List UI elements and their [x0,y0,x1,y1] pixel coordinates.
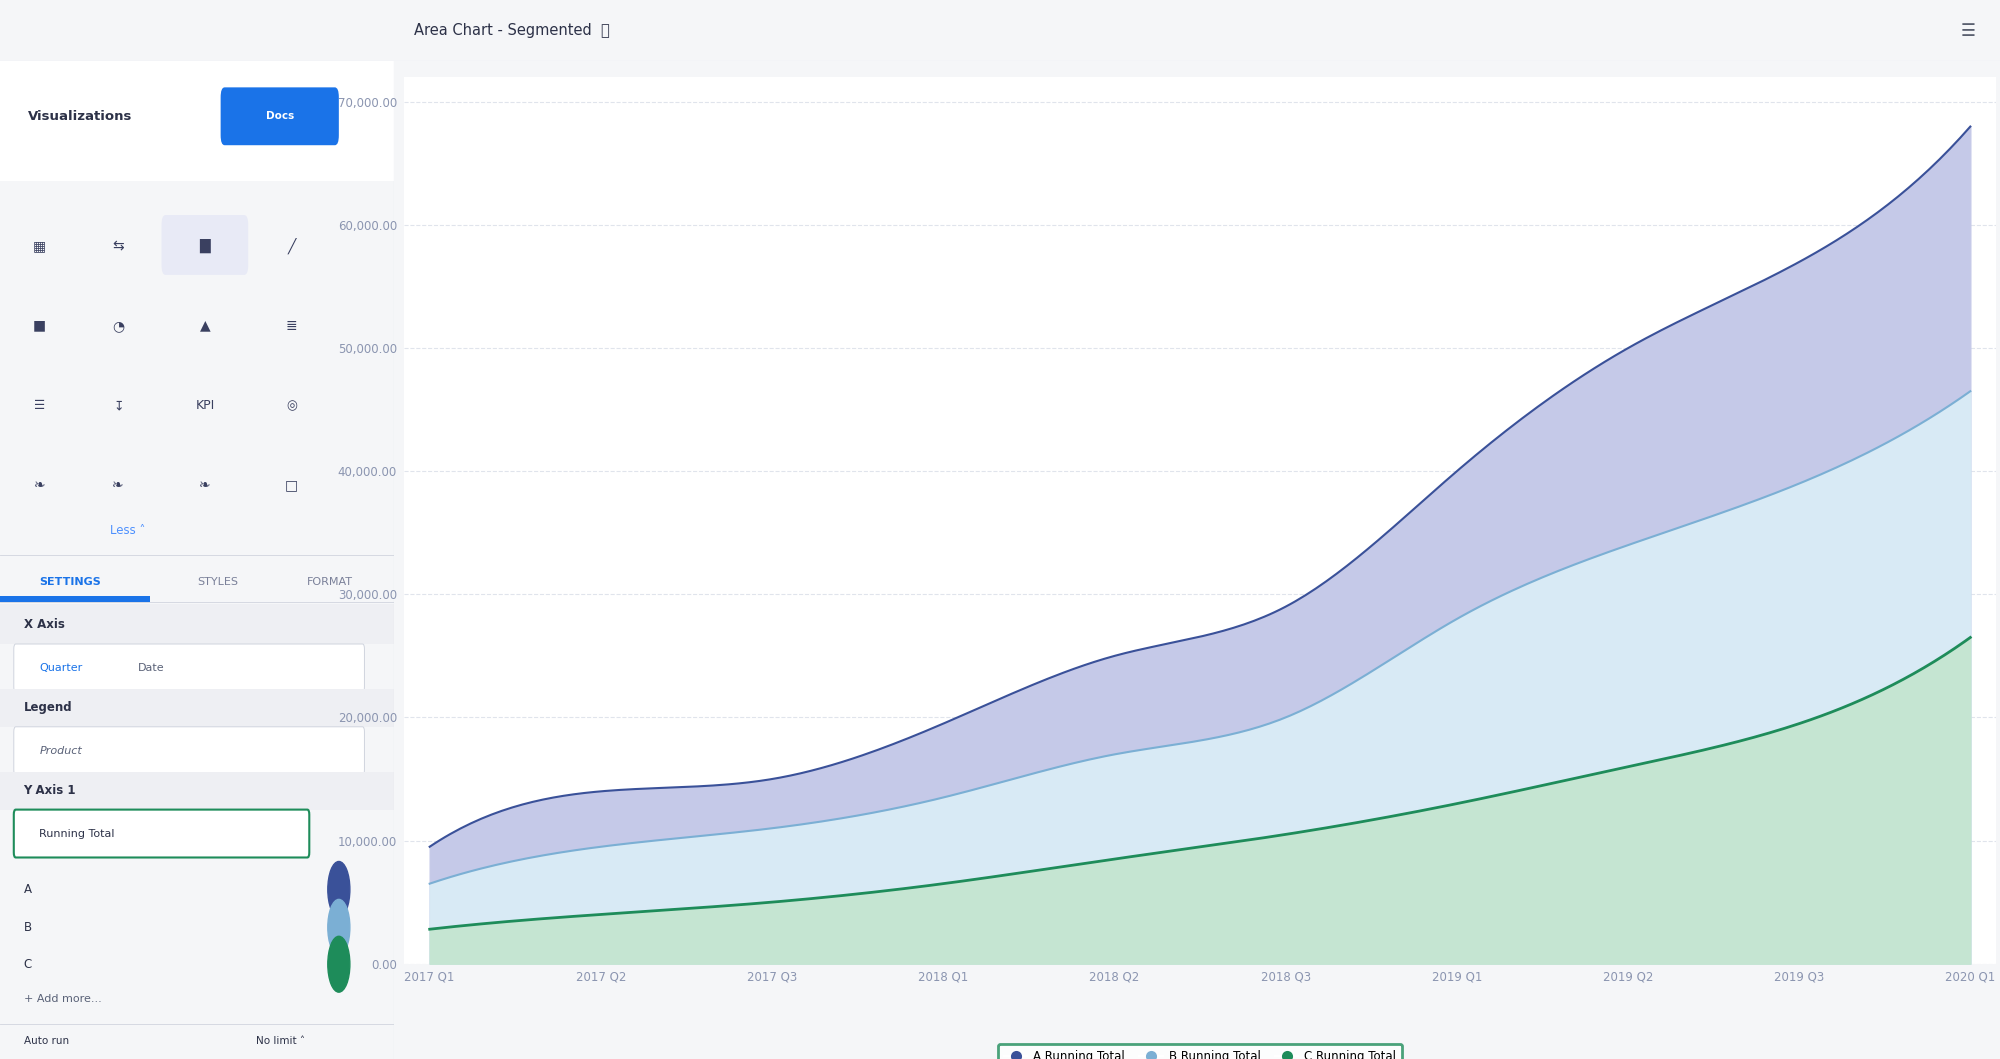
FancyBboxPatch shape [14,809,310,858]
Bar [0,689,394,726]
Bar [0,596,150,603]
Text: ╱: ╱ [288,238,296,254]
Text: ◎: ◎ [286,399,296,412]
Circle shape [328,936,350,992]
FancyBboxPatch shape [162,215,248,275]
Text: ◔: ◔ [112,319,124,333]
Text: Area Chart - Segmented  ⓘ: Area Chart - Segmented ⓘ [414,23,610,38]
Bar [0,604,394,644]
Text: ❧: ❧ [200,479,210,492]
Text: ⇆: ⇆ [112,239,124,253]
FancyBboxPatch shape [220,87,338,145]
Text: Y Axis 1: Y Axis 1 [24,784,76,797]
Text: ❧: ❧ [112,479,124,492]
Text: ❧: ❧ [34,479,46,492]
Text: KPI: KPI [196,399,214,412]
Circle shape [328,861,350,917]
Bar [0,772,394,809]
Text: A: A [24,883,32,896]
Text: ☰: ☰ [34,399,46,412]
Text: Docs: Docs [266,111,294,122]
Text: Date: Date [138,663,164,672]
Text: Auto run: Auto run [24,1036,68,1046]
Text: Running Total: Running Total [40,828,114,839]
Text: █: █ [200,239,210,253]
Text: STYLES: STYLES [196,577,238,587]
Text: B: B [24,921,32,934]
Text: C: C [24,957,32,971]
Text: □: □ [284,479,298,492]
Text: ▲: ▲ [200,319,210,333]
Text: SETTINGS: SETTINGS [40,577,102,587]
Text: ■: ■ [32,319,46,333]
Text: Quarter: Quarter [40,663,82,672]
Text: Legend: Legend [24,701,72,715]
Text: Product: Product [40,746,82,756]
Text: ▦: ▦ [32,239,46,253]
Legend: A Running Total, B Running Total, C Running Total: A Running Total, B Running Total, C Runn… [998,1044,1402,1059]
Bar [0,61,394,181]
Circle shape [328,899,350,955]
Text: ☰: ☰ [1962,22,1976,39]
Text: Visualizations: Visualizations [28,110,132,123]
FancyBboxPatch shape [14,644,364,692]
Text: Less ˄: Less ˄ [110,524,146,537]
Text: FORMAT: FORMAT [308,577,354,587]
FancyBboxPatch shape [14,726,364,775]
Text: + Add more...: + Add more... [24,994,102,1004]
Text: ≣: ≣ [286,319,298,333]
Text: X Axis: X Axis [24,617,64,630]
Text: ↧: ↧ [112,399,124,412]
Text: No limit ˄: No limit ˄ [256,1036,306,1046]
